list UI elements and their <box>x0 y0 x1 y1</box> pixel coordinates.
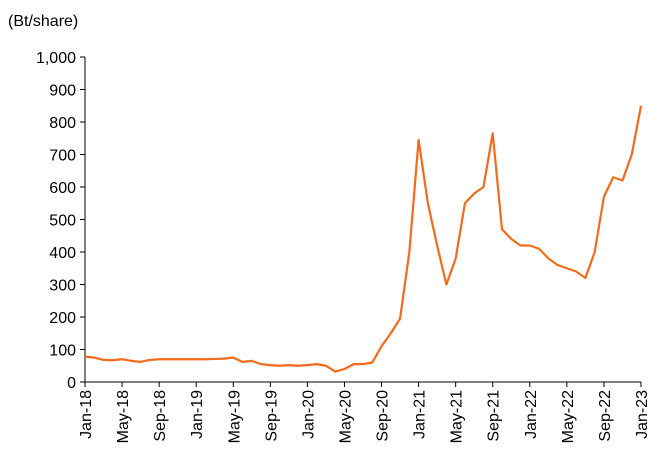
y-tick-label: 100 <box>49 343 76 360</box>
x-tick-label: May-18 <box>115 390 132 443</box>
x-tick-label: Sep-18 <box>152 390 169 442</box>
y-tick-label: 500 <box>49 213 76 230</box>
y-tick-label: 400 <box>49 245 76 262</box>
y-axis-label: (Bt/share) <box>8 13 78 30</box>
x-tick-label: Jan-23 <box>634 390 651 439</box>
y-tick-label: 300 <box>49 278 76 295</box>
x-tick-label: Sep-20 <box>375 390 392 442</box>
x-tick-label: Sep-21 <box>486 390 503 442</box>
x-tick-label: Jan-22 <box>523 390 540 439</box>
x-tick-label: Jan-20 <box>300 390 317 439</box>
y-tick-label: 200 <box>49 310 76 327</box>
y-tick-label: 900 <box>49 83 76 100</box>
x-tick-label: Sep-19 <box>263 390 280 442</box>
y-tick-label: 800 <box>49 115 76 132</box>
x-tick-label: May-22 <box>560 390 577 443</box>
x-tick-label: May-19 <box>226 390 243 443</box>
y-tick-label: 0 <box>67 375 76 392</box>
x-tick-label: Jan-21 <box>412 390 429 439</box>
x-tick-label: May-21 <box>449 390 466 443</box>
x-tick-label: Sep-22 <box>597 390 614 442</box>
x-tick-label: Jan-18 <box>78 390 95 439</box>
y-tick-label: 1,000 <box>36 50 76 67</box>
x-tick-label: May-20 <box>337 390 354 443</box>
y-tick-label: 600 <box>49 180 76 197</box>
x-tick-label: Jan-19 <box>189 390 206 439</box>
price-line <box>84 105 643 373</box>
y-tick-label: 700 <box>49 148 76 165</box>
